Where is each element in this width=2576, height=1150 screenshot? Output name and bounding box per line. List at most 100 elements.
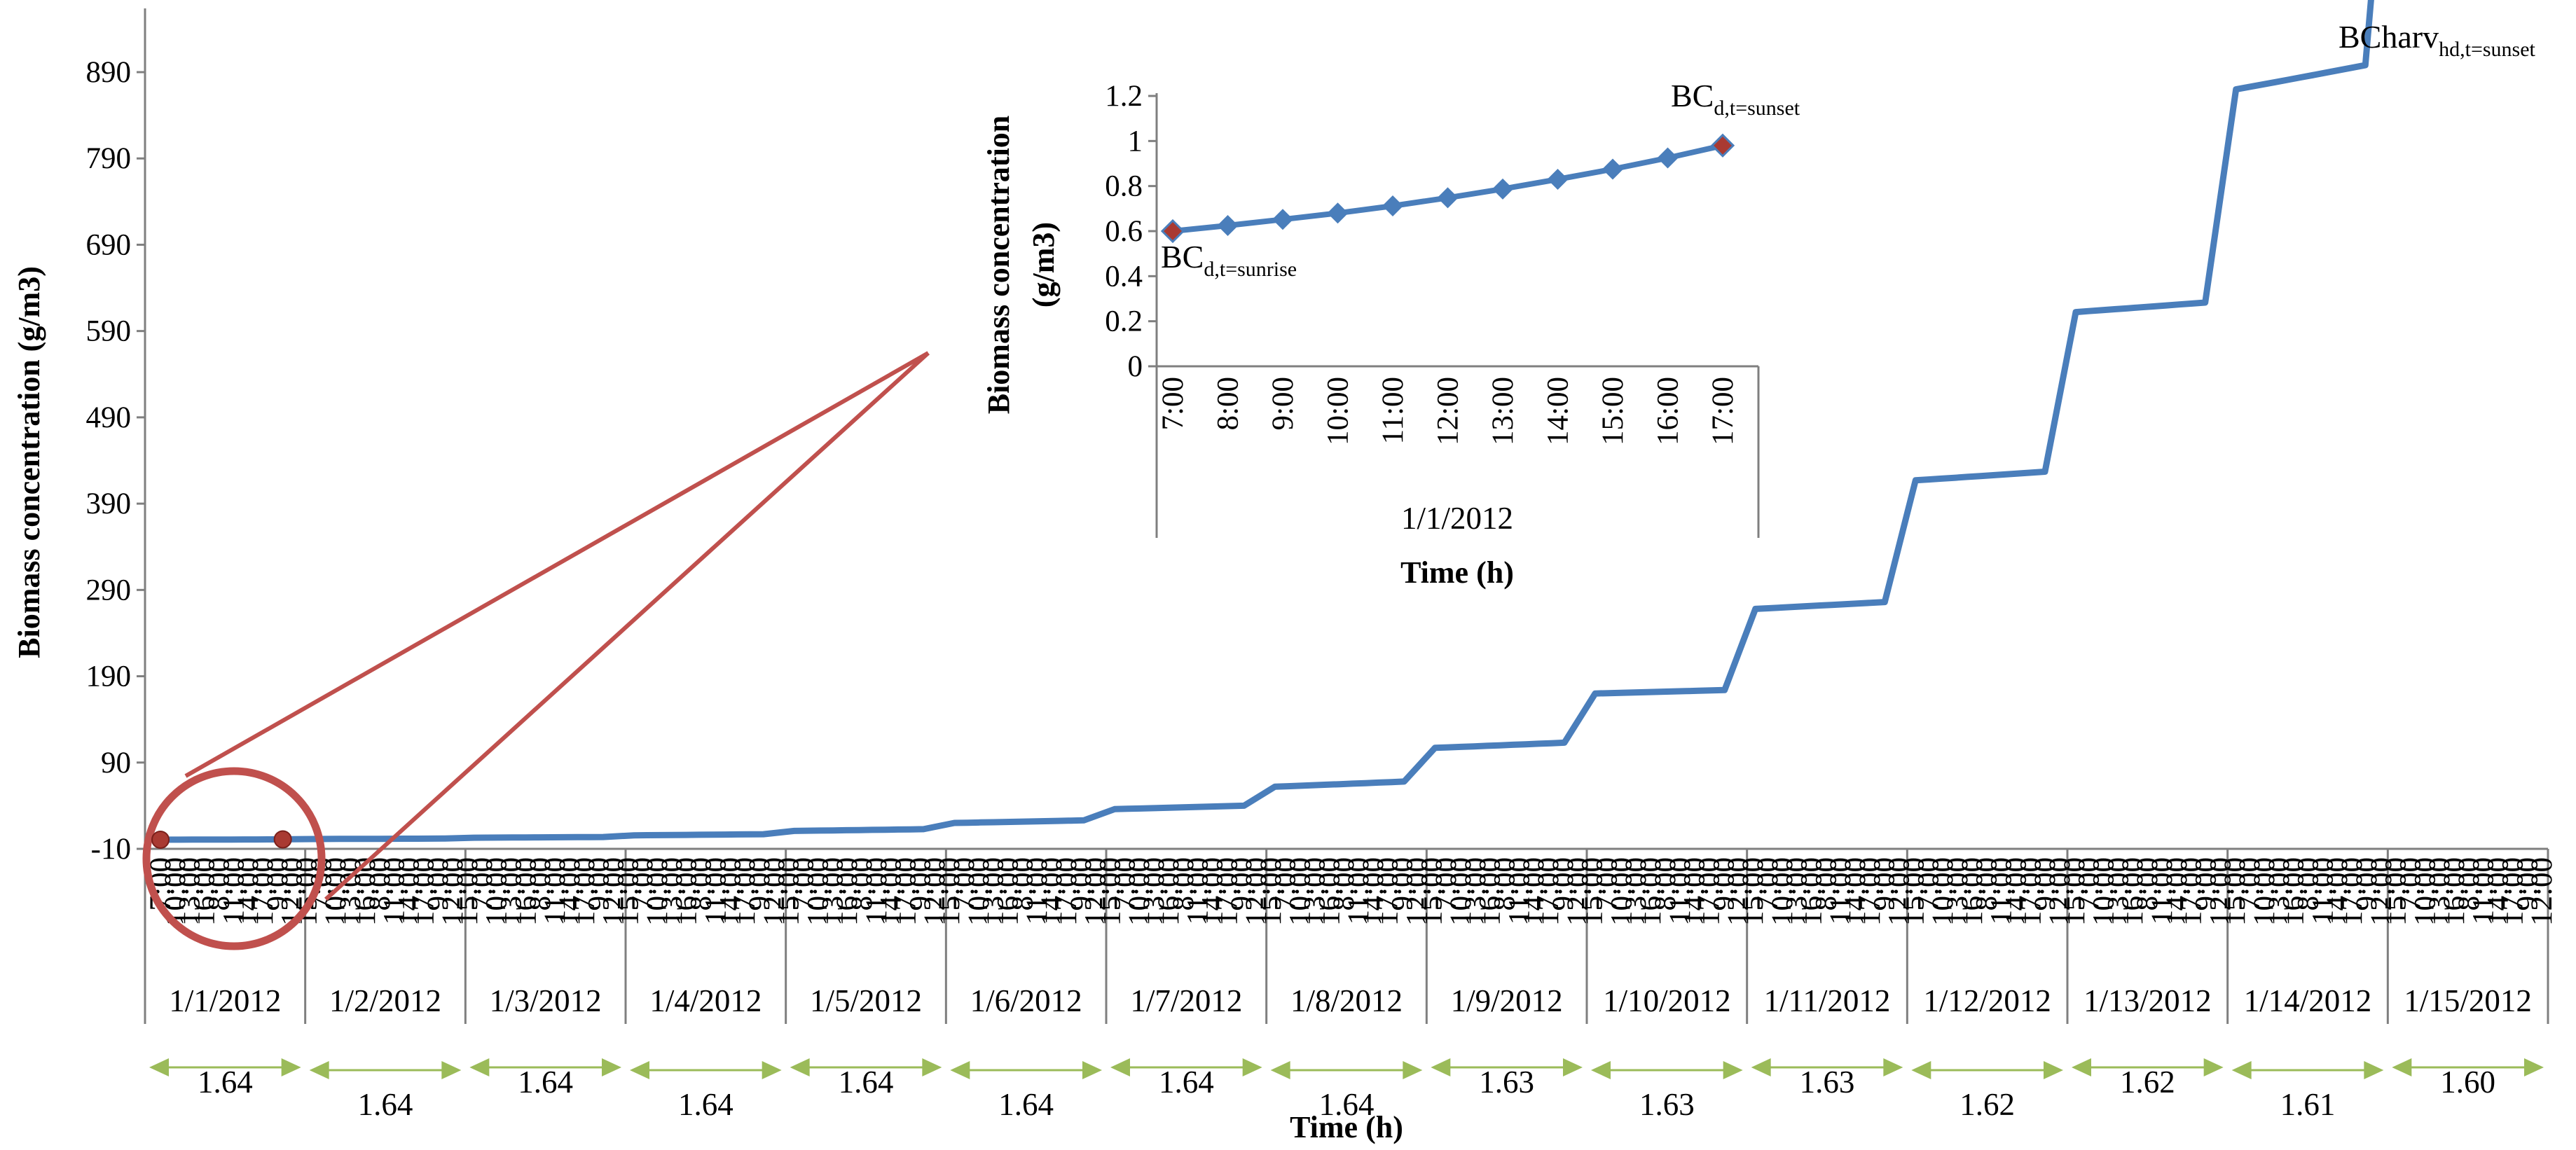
main-hour-label: 16:00 [831, 857, 864, 926]
main-hour-label: 14:00 [2482, 857, 2515, 926]
growth-rate-label: 1.63 [1479, 1065, 1534, 1100]
main-hour-label: 13:00 [656, 857, 689, 926]
main-hour-label: 13:00 [1781, 857, 1814, 926]
main-hour-label: 12:00 [436, 857, 469, 926]
main-hour-label: 9:00 [583, 857, 616, 910]
main-hour-label: 8:00 [1971, 857, 2004, 910]
growth-rate-arrow-head-left [309, 1061, 329, 1079]
growth-rate-arrow-head-left [1270, 1061, 1290, 1079]
inset-chart [1155, 93, 1760, 538]
inset-y-tick-label: 0.6 [1105, 215, 1143, 248]
main-hour-label: 11:00 [539, 857, 572, 924]
main-hour-label: 12:00 [1240, 857, 1273, 926]
main-hour-label: 10:00 [801, 857, 834, 926]
main-hour-label: 11:00 [1664, 857, 1697, 924]
main-hour-label: 7:00 [787, 857, 820, 910]
main-hour-labels: 7:0010:0013:0016:008:0011:0014:0017:009:… [144, 857, 2558, 926]
main-hour-label: 17:00 [2336, 857, 2369, 926]
inset-y-tick-labels: 1.2 1 0.8 0.6 0.4 0.2 0 [1105, 80, 1157, 383]
main-hour-label: 14:00 [1357, 857, 1390, 926]
main-hour-label: 8:00 [2131, 857, 2164, 910]
inset-x-tick-label: 16:00 [1652, 377, 1685, 445]
inset-x-tick-labels: 7:00 8:00 9:00 10:00 11:00 12:00 13:00 14:00 15:… [1157, 377, 1740, 445]
main-hour-label: 15:00 [451, 857, 484, 926]
main-hour-label: 8:00 [1006, 857, 1039, 910]
main-hour-label: 15:00 [2380, 857, 2413, 926]
inset-x-tick-label: 11:00 [1377, 377, 1410, 444]
growth-rate-label: 1.64 [358, 1087, 413, 1122]
growth-rate-arrow-head-right [1403, 1061, 1423, 1079]
main-hour-label: 15:00 [773, 857, 806, 926]
main-hour-label: 17:00 [1050, 857, 1083, 926]
main-y-tick-label: 490 [86, 401, 132, 434]
main-hour-label: 16:00 [1956, 857, 1989, 926]
main-y-tick-label: 290 [86, 574, 132, 607]
main-hour-label: 10:00 [1605, 857, 1638, 926]
main-hour-label: 10:00 [1123, 857, 1156, 926]
inset-data-point [1160, 219, 1185, 244]
growth-rate-label: 1.62 [1959, 1087, 2015, 1122]
main-day-label: 1/12/2012 [1923, 983, 2051, 1018]
inset-data-point [1437, 187, 1459, 209]
inset-data-point [1217, 214, 1239, 236]
main-hour-label: 15:00 [2219, 857, 2252, 926]
zoom-circle [142, 767, 326, 950]
main-hour-label: 13:00 [977, 857, 1010, 926]
main-hour-label: 14:00 [393, 857, 426, 926]
main-hour-label: 17:00 [1372, 857, 1405, 926]
main-hour-label: 13:00 [1298, 857, 1331, 926]
main-highlight-marker [273, 830, 292, 849]
main-hour-label: 13:00 [1941, 857, 1974, 926]
inset-x-tick-label: 10:00 [1322, 377, 1355, 445]
main-hour-label: 17:00 [1532, 857, 1565, 926]
main-hour-label: 9:00 [422, 857, 455, 910]
inset-data-point [1547, 169, 1569, 190]
main-hour-label: 15:00 [1897, 857, 1930, 926]
main-hour-label: 9:00 [1386, 857, 1419, 910]
main-day-label: 1/5/2012 [810, 983, 922, 1018]
main-hour-label: 8:00 [1649, 857, 1682, 910]
main-hour-label: 12:00 [918, 857, 951, 926]
growth-rate-arrow-head-right [1723, 1061, 1743, 1079]
main-hour-label: 12:00 [2365, 857, 2398, 926]
main-hour-label: 9:00 [1707, 857, 1740, 910]
main-hour-label: 7:00 [466, 857, 499, 910]
main-highlight-markers [151, 830, 292, 849]
main-x-axis-title: Time (h) [1290, 1110, 1403, 1144]
growth-rate-arrow-head-left [630, 1061, 649, 1079]
main-hour-label: 7:00 [1269, 857, 1302, 910]
main-day-label: 1/1/2012 [169, 983, 281, 1018]
inset-data-point [1602, 158, 1623, 180]
main-hour-label: 17:00 [1854, 857, 1887, 926]
main-hour-label: 12:00 [1400, 857, 1433, 926]
main-hour-label: 15:00 [933, 857, 966, 926]
main-hour-label: 11:00 [1824, 857, 1857, 924]
main-hour-label: 7:00 [2394, 857, 2427, 910]
main-day-label: 1/3/2012 [490, 983, 602, 1018]
inset-x-tick-label: 15:00 [1597, 377, 1630, 445]
main-hour-label: 9:00 [904, 857, 937, 910]
main-day-label: 1/2/2012 [329, 983, 441, 1018]
main-highlight-marker [151, 830, 170, 849]
main-hour-label: 10:00 [1445, 857, 1478, 926]
main-hour-label: 14:00 [232, 857, 265, 926]
inset-y-axis-title: Biomass concentration [982, 116, 1016, 415]
main-hour-label: 17:00 [2014, 857, 2047, 926]
main-hour-label: 16:00 [349, 857, 382, 926]
main-hour-label: 10:00 [1284, 857, 1317, 926]
growth-rate-label: 1.63 [1800, 1065, 1855, 1100]
main-hour-label: 17:00 [1211, 857, 1244, 926]
main-hour-label: 9:00 [2350, 857, 2383, 910]
main-hour-label: 14:00 [1517, 857, 1550, 926]
growth-rate-label: 1.64 [1319, 1087, 1375, 1122]
main-hour-label: 11:00 [1342, 857, 1375, 924]
main-hour-label: 12:00 [2204, 857, 2237, 926]
inset-x-tick-label: 13:00 [1487, 377, 1520, 445]
growth-rate-label: 1.64 [518, 1065, 573, 1100]
main-day-label: 1/14/2012 [2244, 983, 2372, 1018]
main-y-axis-title: Biomass concentration (g/m3) [12, 266, 46, 658]
main-hour-label: 17:00 [407, 857, 440, 926]
main-hour-label: 15:00 [1576, 857, 1609, 926]
inset-data-point [1710, 133, 1735, 158]
